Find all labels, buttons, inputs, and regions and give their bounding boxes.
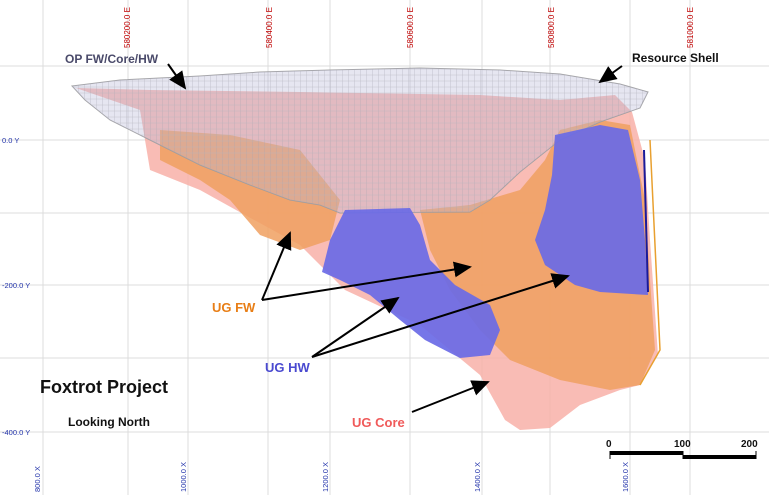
- elevation-labels: 0.0 Y -200.0 Y -400.0 Y: [2, 136, 30, 437]
- ug-core-label: UG Core: [352, 415, 405, 430]
- fw-edge: [639, 139, 661, 386]
- scale-label: 0: [606, 439, 612, 450]
- bottom-label: 800.0 X: [33, 466, 42, 492]
- easting-labels: 580200.0 E 580400.0 E 580600.0 E 580800.…: [123, 7, 695, 48]
- bottom-label: 1400.0 X: [473, 462, 482, 492]
- elevation-label: -200.0 Y: [2, 281, 30, 290]
- bottom-labels: 800.0 X 1000.0 X 1200.0 X 1400.0 X 1600.…: [33, 462, 630, 492]
- easting-label: 580200.0 E: [123, 7, 132, 48]
- scale-label: 200: [741, 439, 758, 450]
- easting-label: 580600.0 E: [406, 7, 415, 48]
- ug-fw-label: UG FW: [212, 300, 256, 315]
- bottom-label: 1000.0 X: [179, 462, 188, 492]
- easting-label: 580400.0 E: [265, 7, 274, 48]
- elevation-label: -400.0 Y: [2, 428, 30, 437]
- easting-label: 580800.0 E: [547, 7, 556, 48]
- resource-shell-label: Resource Shell: [632, 51, 719, 65]
- elevation-label: 0.0 Y: [2, 136, 19, 145]
- project-title: Foxtrot Project: [40, 377, 168, 397]
- scale-bar: 0 100 200: [606, 439, 758, 459]
- bottom-label: 1600.0 X: [621, 462, 630, 492]
- view-subtitle: Looking North: [68, 415, 150, 429]
- ug-hw-zones: [322, 125, 648, 358]
- annotation-arrows: [167, 63, 623, 413]
- op-label: OP FW/Core/HW: [65, 52, 159, 66]
- ug-hw-label: UG HW: [265, 360, 311, 375]
- bottom-label: 1200.0 X: [321, 462, 330, 492]
- hw-edge: [643, 149, 649, 293]
- scale-label: 100: [674, 439, 691, 450]
- easting-label: 581000.0 E: [686, 7, 695, 48]
